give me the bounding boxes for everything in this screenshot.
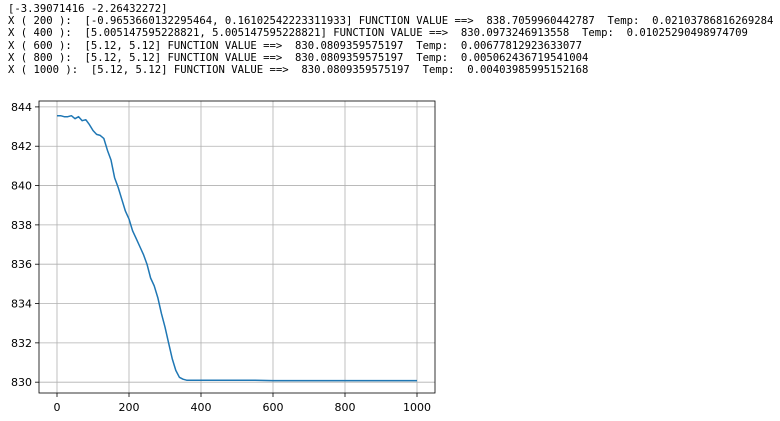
x-tick-label: 600 <box>263 401 284 414</box>
x-tick-label: 800 <box>335 401 356 414</box>
cell-output: [-3.39071416 -2.26432272] X ( 200 ): [-0… <box>8 3 773 76</box>
output-line-iter-800: X ( 800 ): [5.12, 5.12] FUNCTION VALUE =… <box>8 51 589 64</box>
output-line-initial-x: [-3.39071416 -2.26432272] <box>8 3 168 15</box>
output-line-iter-600: X ( 600 ): [5.12, 5.12] FUNCTION VALUE =… <box>8 39 583 52</box>
x-tick-label: 400 <box>191 401 212 414</box>
y-tick-label: 842 <box>11 140 32 153</box>
output-line-iter-200: X ( 200 ): [-0.9653660132295464, 0.16102… <box>8 15 774 28</box>
output-line-iter-400: X ( 400 ): [5.005147595228821, 5.0051475… <box>8 27 748 40</box>
y-tick-label: 832 <box>11 337 32 350</box>
axes-frame <box>38 100 436 394</box>
y-tick-label: 834 <box>11 298 32 311</box>
function-value-plot: 0 200 400 600 800 1000 830 832 834 836 838 840 842 84… <box>11 100 436 414</box>
y-tick-label: 830 <box>11 376 32 389</box>
series-line <box>57 114 417 382</box>
x-tick-label: 0 <box>54 401 61 414</box>
y-tick-label: 840 <box>11 180 32 193</box>
x-tick-label: 200 <box>119 401 140 414</box>
y-tick-label: 844 <box>11 101 32 114</box>
plot-area <box>39 101 435 393</box>
y-tick-label: 836 <box>11 258 32 271</box>
x-tick-label: 1000 <box>403 401 431 414</box>
y-tick-label: 838 <box>11 219 32 232</box>
output-line-iter-1000: X ( 1000 ): [5.12, 5.12] FUNCTION VALUE … <box>8 64 589 77</box>
